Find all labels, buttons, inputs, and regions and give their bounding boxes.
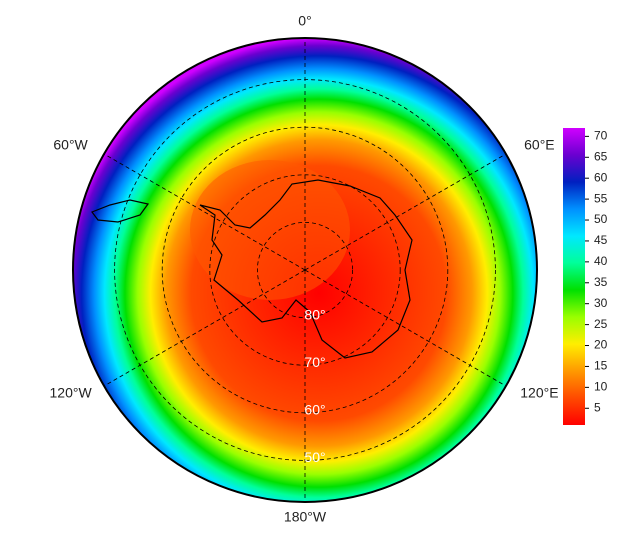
meridian: [103, 269, 306, 387]
latitude-circle: [209, 174, 401, 366]
colorbar: 5 10 15 20 25 30 35 40 45 50 55 60 65 70: [563, 128, 608, 425]
meridian: [304, 269, 507, 387]
field: [73, 38, 537, 502]
map-labels: 0° 60°E 120°E 180°W 120°W 60°W 80° 70° 60° 50°: [50, 13, 559, 525]
colorbar-bar: [563, 128, 585, 425]
meridian: [103, 153, 306, 271]
longitude-label: 60°E: [524, 137, 555, 153]
colorbar-tick-label: 50: [594, 212, 608, 226]
colorbar-tick-label: 65: [594, 149, 608, 163]
coastline: [199, 179, 413, 359]
map-boundary: [72, 37, 538, 503]
colorbar-tick-label: 55: [594, 191, 608, 205]
field-patch: [190, 160, 350, 300]
latitude-label: 70°: [304, 354, 325, 370]
colorbar-tick-label: 40: [594, 254, 608, 268]
coastline: [91, 199, 150, 223]
colorbar-tick-label: 70: [594, 129, 608, 143]
colorbar-tick-label: 45: [594, 233, 608, 247]
graticule: [103, 38, 507, 502]
colorbar-tick-label: 25: [594, 317, 608, 331]
colorbar-tick-label: 15: [594, 359, 608, 373]
longitude-label: 60°W: [53, 137, 88, 153]
colorbar-tick-label: 10: [594, 380, 608, 394]
colorbar-tick-label: 60: [594, 170, 608, 184]
longitude-label: 0°: [298, 13, 311, 29]
longitude-label: 120°W: [50, 385, 93, 401]
latitude-circle: [256, 221, 353, 318]
colorbar-tick-label: 35: [594, 275, 608, 289]
colorbar-tick-label: 20: [594, 338, 608, 352]
latitude-label: 80°: [304, 306, 325, 322]
colorbar-tick-label: 5: [594, 400, 601, 414]
colorbar-tick-label: 30: [594, 296, 608, 310]
longitude-label: 120°E: [520, 385, 558, 401]
latitude-label: 50°: [304, 449, 325, 465]
meridian: [304, 153, 507, 271]
latitude-label: 60°: [304, 402, 325, 418]
longitude-label: 180°W: [284, 509, 327, 525]
